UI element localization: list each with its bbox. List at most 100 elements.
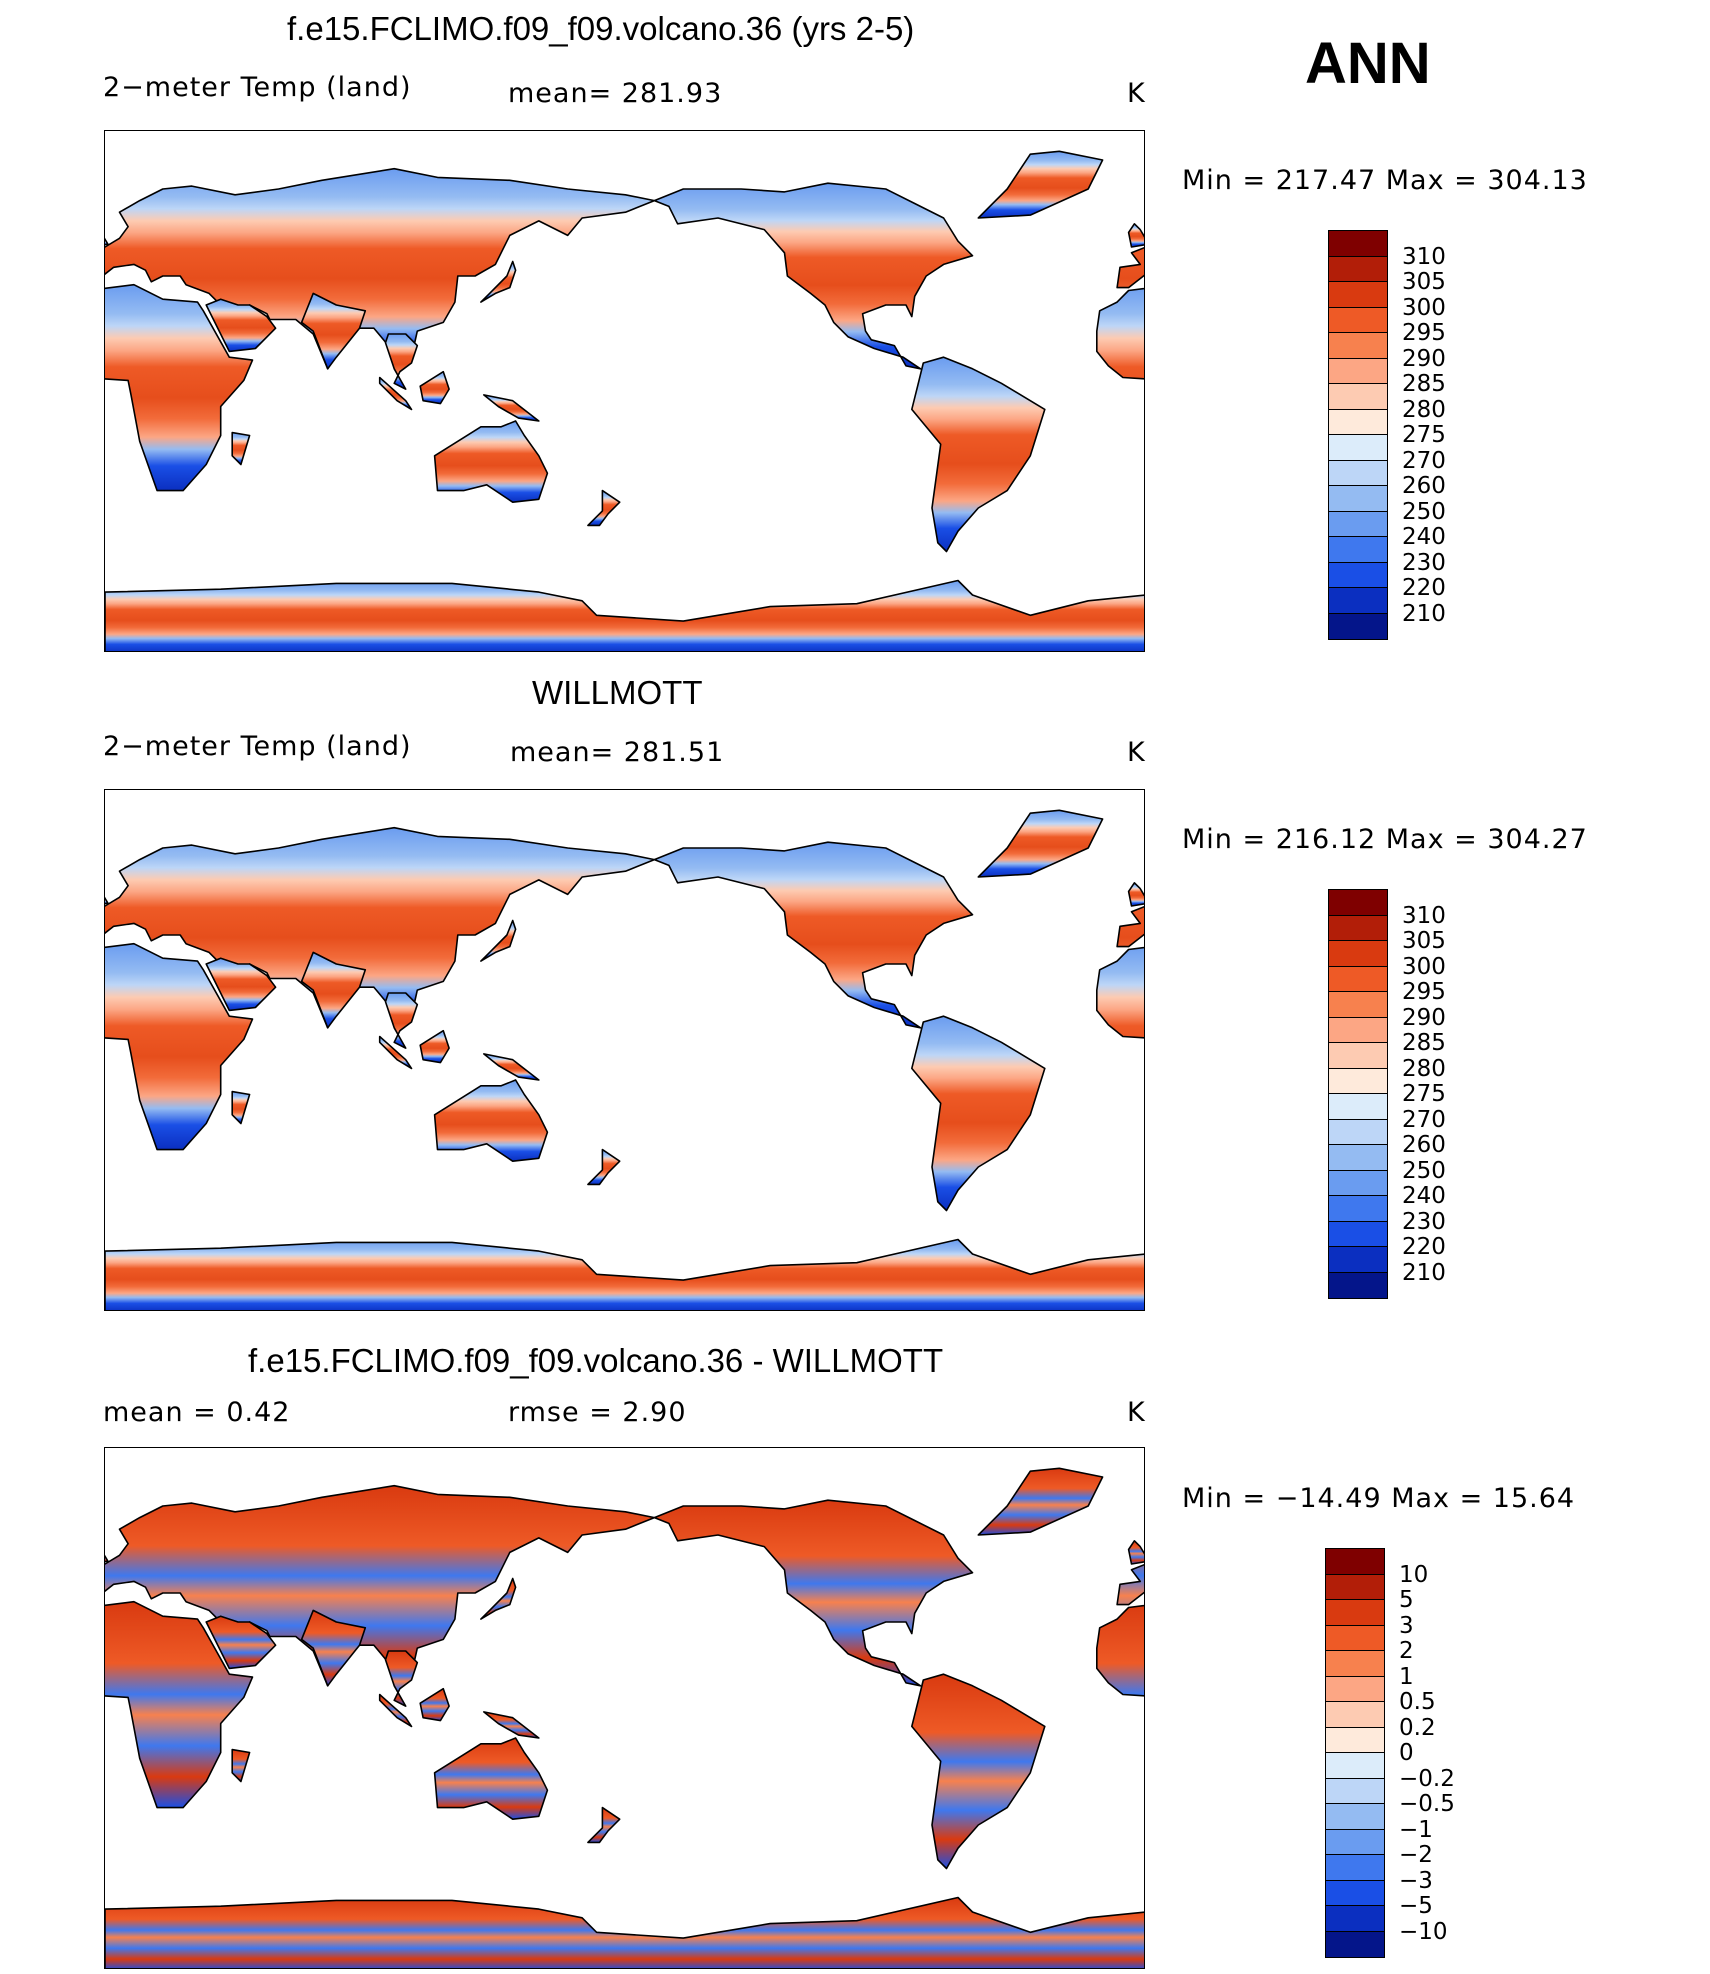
colorbar-tick-label: 275 [1402, 1081, 1446, 1107]
colorbar-tick-label: 305 [1402, 928, 1446, 954]
colorbar-bar [1328, 889, 1388, 1299]
colorbar-tick-label: 310 [1402, 902, 1446, 929]
colorbar-tick-label: 285 [1402, 1030, 1446, 1056]
colorbar-swatch [1329, 307, 1387, 333]
land-africa-wrap [1095, 946, 1144, 1039]
land-madagascar [231, 1090, 251, 1125]
land-africa [105, 283, 254, 492]
colorbar-swatch [1329, 941, 1387, 967]
land-japan [480, 919, 517, 962]
season-label: ANN [1305, 31, 1431, 96]
colorbar-swatch [1326, 1676, 1384, 1702]
colorbar-tick-label: 0.2 [1399, 1714, 1436, 1741]
land-seasia [384, 1650, 419, 1707]
land-uk [105, 896, 109, 905]
colorbar-tick-label: −10 [1399, 1918, 1448, 1945]
colorbar-tick-label: 10 [1399, 1561, 1429, 1588]
colorbar-swatch [1326, 1549, 1384, 1575]
land-japan [480, 260, 517, 303]
colorbar-tick-label: 300 [1402, 953, 1446, 980]
colorbar-tick-label: 230 [1402, 549, 1446, 576]
land-eurasia-wrap [1116, 905, 1144, 948]
colorbar-swatch [1329, 1068, 1387, 1094]
colorbar-tick-label: −0.5 [1399, 1791, 1455, 1817]
colorbar-tick-label: 280 [1402, 396, 1446, 423]
colorbar-swatch [1329, 1170, 1387, 1196]
panel-3-map [104, 1447, 1145, 1969]
colorbar-swatch [1326, 1880, 1384, 1906]
panel-2-minmax: Min = 216.12 Max = 304.27 [1182, 824, 1588, 855]
colorbar-tick-label: −1 [1399, 1816, 1433, 1843]
colorbar-swatch [1329, 1017, 1387, 1043]
colorbar-swatch [1329, 537, 1387, 563]
colorbar-bar [1325, 1548, 1385, 1958]
land-arabia [205, 1615, 277, 1670]
colorbar-tick-label: 260 [1402, 473, 1446, 499]
land-india [300, 1609, 367, 1687]
colorbar-tick-label: 260 [1402, 1132, 1446, 1158]
panel-3-title: f.e15.FCLIMO.f09_f09.volcano.36 - WILLMO… [248, 1342, 944, 1379]
land-eurasia [105, 167, 656, 370]
land-antarctica [105, 1238, 1144, 1310]
land-africa [105, 1600, 254, 1809]
colorbar-swatch [1329, 992, 1387, 1018]
land-nguinea [482, 394, 540, 422]
colorbar-swatch [1329, 358, 1387, 384]
colorbar-swatch [1329, 1196, 1387, 1222]
colorbar-tick-label: 1 [1399, 1663, 1414, 1690]
panel-2-units-label: K [1127, 737, 1146, 768]
land-africa [105, 942, 254, 1151]
colorbar-tick-label: 295 [1402, 320, 1446, 346]
panel-1-units-label: K [1127, 78, 1146, 109]
colorbar-tick-label: 250 [1402, 498, 1446, 525]
colorbar-tick-label: 3 [1399, 1612, 1414, 1639]
land-uk [105, 1554, 109, 1563]
colorbar-tick-label: 230 [1402, 1208, 1446, 1235]
panel-1-minmax: Min = 217.47 Max = 304.13 [1182, 165, 1588, 196]
land-uk-wrap [1127, 1540, 1144, 1565]
colorbar-swatch [1326, 1855, 1384, 1881]
panel-1-variable-label: 2−meter Temp (land) [103, 72, 412, 103]
land-uk-wrap [1127, 882, 1144, 907]
colorbar-tick-label: 240 [1402, 524, 1446, 550]
land-sumatra [378, 1035, 413, 1070]
land-namerica [653, 182, 974, 370]
colorbar-swatch [1329, 333, 1387, 359]
colorbar-tick-label: 2 [1399, 1638, 1414, 1664]
colorbar-swatch [1326, 1600, 1384, 1626]
land-greenland [977, 1467, 1104, 1536]
land-madagascar [231, 1748, 251, 1783]
colorbar-tick-label: −2 [1399, 1842, 1433, 1868]
colorbar-swatch [1326, 1574, 1384, 1600]
land-arabia [205, 298, 277, 353]
colorbar-tick-label: 220 [1402, 1234, 1446, 1260]
colorbar-tick-label: 300 [1402, 294, 1446, 321]
land-nz [587, 489, 621, 527]
panel-3-minmax: Min = −14.49 Max = 15.64 [1182, 1483, 1576, 1514]
land-sumatra [378, 1693, 413, 1728]
colorbar-swatch [1329, 966, 1387, 992]
land-greenland [977, 809, 1104, 878]
colorbar-swatch [1329, 588, 1387, 614]
colorbar-tick-label: 210 [1402, 1259, 1446, 1286]
land-samerica [910, 1673, 1046, 1870]
panel-1-mean-label: mean= 281.93 [508, 78, 723, 109]
colorbar-tick-label: 305 [1402, 269, 1446, 295]
panel-1-colorbar: 310 305 300 295 290 285 280 275 270 260 250 240 230 2… [1328, 230, 1446, 640]
colorbar-swatch [1326, 1727, 1384, 1753]
colorbar-swatch [1329, 1272, 1387, 1298]
colorbar-swatch [1329, 1043, 1387, 1069]
colorbar-swatch [1329, 613, 1387, 639]
colorbar-bar [1328, 230, 1388, 640]
panel-3-units-label: K [1127, 1397, 1146, 1428]
colorbar-swatch [1326, 1651, 1384, 1677]
colorbar-swatch [1329, 1145, 1387, 1171]
colorbar-tick-label: 285 [1402, 371, 1446, 397]
colorbar-swatch [1326, 1753, 1384, 1779]
land-nguinea [482, 1053, 540, 1081]
colorbar-swatch [1329, 1221, 1387, 1247]
land-borneo [419, 370, 450, 405]
colorbar-swatch [1326, 1829, 1384, 1855]
colorbar-tick-label: 280 [1402, 1055, 1446, 1082]
colorbar-tick-label: 270 [1402, 1106, 1446, 1133]
